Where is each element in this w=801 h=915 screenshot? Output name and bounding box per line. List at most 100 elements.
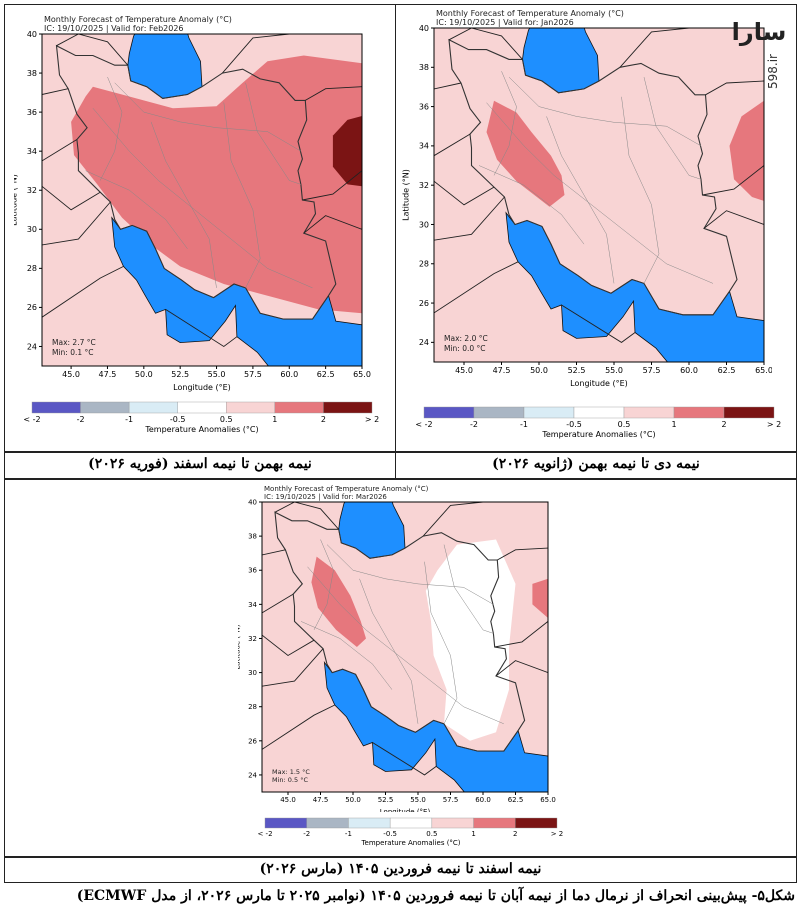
colorbar-bin-6 xyxy=(323,401,373,414)
colorbar-tick-label: 1 xyxy=(471,830,475,838)
x-tick-label: 60.0 xyxy=(475,796,491,804)
province-border-3 xyxy=(621,96,660,284)
caption-feb: نیمه بهمن تا نیمه اسفند (فوریه ۲۰۲۶) xyxy=(4,452,396,479)
y-tick-label: 38 xyxy=(419,63,429,72)
country-border-6 xyxy=(702,165,764,196)
map-area xyxy=(262,502,548,792)
x-axis-label: Longitude (°E) xyxy=(570,379,628,388)
colorbar-bin-2 xyxy=(348,817,391,829)
plot-frame xyxy=(41,33,363,367)
colorbar-tick-label: > 2 xyxy=(365,415,379,424)
y-axis-label: Latitude (°N) xyxy=(402,169,410,221)
colorbar-tick-label: -2 xyxy=(470,420,478,429)
colorbar-title: Temperature Anomalies (°C) xyxy=(144,425,258,434)
x-tick-label: 45.0 xyxy=(455,366,473,375)
province-border-4 xyxy=(478,165,585,245)
country-border-3 xyxy=(434,180,495,206)
colorbar-bin-4 xyxy=(623,406,675,419)
anomaly-region-2 xyxy=(532,578,548,618)
y-tick-label: 34 xyxy=(27,147,37,156)
caption-mar: نیمه اسفند تا نیمه فروردین ۱۴۰۵ (مارس ۲۰… xyxy=(4,857,797,883)
colorbar-tick-label: -0.5 xyxy=(170,415,186,424)
colorbar-tick-label: > 2 xyxy=(767,420,781,429)
y-tick-label: 30 xyxy=(248,669,257,677)
country-border-8 xyxy=(448,28,523,60)
colorbar-bin-6 xyxy=(515,817,558,829)
plot-frame xyxy=(261,501,549,793)
colorbar-bin-6 xyxy=(723,406,775,419)
y-tick-label: 26 xyxy=(27,303,37,312)
site-text: 598.ir xyxy=(766,54,780,89)
province-border-3 xyxy=(424,561,458,724)
province-border-0 xyxy=(114,82,302,152)
x-tick-label: 57.5 xyxy=(244,370,262,379)
country-border-10 xyxy=(262,704,335,750)
x-tick-label: 45.0 xyxy=(62,370,80,379)
iran-border xyxy=(448,38,738,316)
min-label: Min: 0.5 °C xyxy=(272,776,308,784)
x-tick-label: 50.0 xyxy=(135,370,153,379)
x-tick-label: 62.5 xyxy=(317,370,335,379)
x-tick-label: 60.0 xyxy=(280,370,298,379)
province-border-2 xyxy=(150,121,217,288)
anomaly-region-1 xyxy=(729,100,764,201)
colorbar-bin-0 xyxy=(31,401,81,414)
x-axis-label: Longitude (°E) xyxy=(173,383,231,392)
y-tick-label: 40 xyxy=(248,498,257,506)
chart-title: Monthly Forecast of Temperature Anomaly … xyxy=(44,15,232,24)
panel-frame-mar xyxy=(4,479,797,857)
country-border-7 xyxy=(222,34,290,74)
country-border-9 xyxy=(372,742,437,776)
anomaly-region-1 xyxy=(311,556,366,647)
min-label: Min: 0.0 °C xyxy=(444,344,486,353)
colorbar-title: Temperature Anomalies (°C) xyxy=(360,839,460,847)
x-tick-label: 47.5 xyxy=(493,366,511,375)
colorbar-bin-0 xyxy=(264,817,307,829)
y-tick-label: 24 xyxy=(248,771,257,779)
chart-mar: 45.0 47.5 50.0 52.5 55.0 57.5 60.0 62.5 65.0 24 26… xyxy=(238,485,556,812)
country-border-6 xyxy=(494,621,548,648)
chart-feb: 45.0 47.5 50.0 52.5 55.0 57.5 60.0 62.5 65.0 24 26… xyxy=(14,15,371,392)
y-tick-label: 32 xyxy=(27,186,37,195)
province-border-5 xyxy=(245,82,301,185)
colorbar-tick-label: -2 xyxy=(77,415,85,424)
anomaly-region-1 xyxy=(332,116,362,187)
y-tick-label: 40 xyxy=(419,24,429,33)
country-border-2 xyxy=(42,201,111,246)
y-tick-label: 40 xyxy=(27,30,37,39)
chart-title: Monthly Forecast of Temperature Anomaly … xyxy=(436,9,624,18)
colorbar-tick-label: 2 xyxy=(321,415,326,424)
province-border-1 xyxy=(486,102,714,284)
province-border-5 xyxy=(443,544,494,634)
x-tick-label: 65.0 xyxy=(540,796,556,804)
country-border-3 xyxy=(42,185,101,211)
chart-title: Monthly Forecast of Temperature Anomaly … xyxy=(264,485,429,493)
x-tick-label: 62.5 xyxy=(508,796,524,804)
y-tick-label: 24 xyxy=(27,342,37,351)
colorbar-bin-1 xyxy=(473,406,525,419)
chart-jan: 45.0 47.5 50.0 52.5 55.0 57.5 60.0 62.5 65.0 24 26… xyxy=(402,9,772,388)
colorbar-tick-label: > 2 xyxy=(551,830,564,838)
country-border-0 xyxy=(42,88,69,95)
map-area xyxy=(434,28,764,362)
province-border-1 xyxy=(307,566,504,725)
y-tick-label: 30 xyxy=(419,220,429,229)
y-tick-label: 26 xyxy=(248,737,257,745)
x-tick-label: 47.5 xyxy=(99,370,117,379)
colorbar-bin-3 xyxy=(177,401,227,414)
province-border-6 xyxy=(493,71,517,176)
min-label: Min: 0.1 °C xyxy=(52,348,94,357)
colorbar-tick-label: 0.5 xyxy=(426,830,437,838)
colorbar-tick-label: -0.5 xyxy=(566,420,582,429)
y-tick-label: 28 xyxy=(419,260,429,269)
colorbar-tick-label: 2 xyxy=(721,420,726,429)
y-tick-label: 38 xyxy=(248,533,257,541)
colorbar-tick-label: -2 xyxy=(303,830,310,838)
colorbar-tick-label: -1 xyxy=(520,420,528,429)
province-border-0 xyxy=(508,76,702,147)
country-border-5 xyxy=(303,215,362,234)
x-axis-label: Longitude (°E) xyxy=(380,808,431,812)
country-border-8 xyxy=(56,34,129,66)
x-tick-label: 50.0 xyxy=(345,796,361,804)
province-border-2 xyxy=(546,116,615,284)
